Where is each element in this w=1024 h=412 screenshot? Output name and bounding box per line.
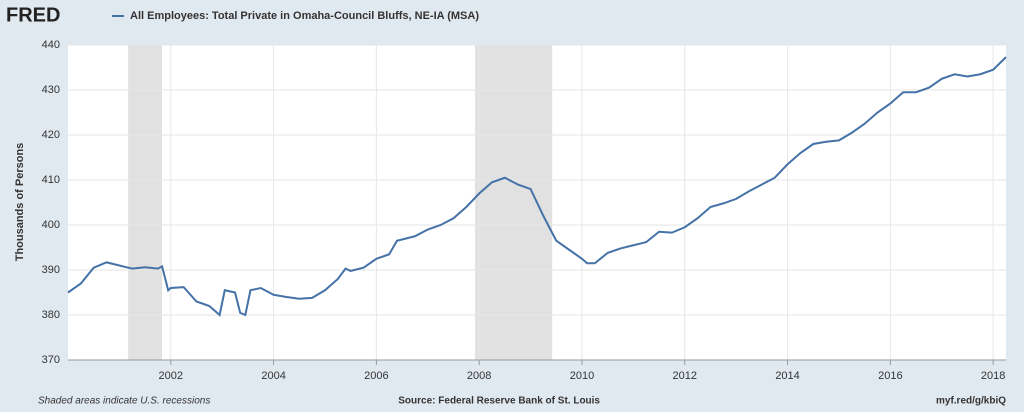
x-tick-label: 2008 xyxy=(467,370,491,382)
y-tick-label: 390 xyxy=(42,264,60,276)
x-tick-label: 2012 xyxy=(673,370,697,382)
logo: FRED xyxy=(6,4,60,26)
link[interactable]: myf.red/g/kbiQ xyxy=(936,396,1006,407)
y-tick-label: 440 xyxy=(42,39,60,51)
y-tick-label: 370 xyxy=(42,354,60,366)
data-line xyxy=(67,56,1007,317)
x-tick-label: 2014 xyxy=(775,370,799,382)
y-tick-label: 430 xyxy=(42,84,60,96)
x-tick-label: 2018 xyxy=(981,370,1005,382)
recession-note: Shaded areas indicate U.S. recessions xyxy=(38,396,210,407)
x-tick-label: 2010 xyxy=(570,370,594,382)
y-axis-label: Thousands of Persons xyxy=(14,143,26,262)
x-tick-label: 2006 xyxy=(364,370,388,382)
recession-shade xyxy=(475,45,553,360)
x-tick-label: 2016 xyxy=(878,370,902,382)
x-tick-label: 2004 xyxy=(261,370,285,382)
y-tick-label: 380 xyxy=(42,309,60,321)
y-tick-label: 410 xyxy=(42,174,60,186)
recession-shade xyxy=(128,45,163,360)
source: Source: Federal Reserve Bank of St. Loui… xyxy=(398,396,600,407)
x-tick-label: 2002 xyxy=(159,370,183,382)
chart-title: All Employees: Total Private in Omaha-Co… xyxy=(130,10,479,22)
y-tick-label: 420 xyxy=(42,129,60,141)
y-tick-label: 400 xyxy=(42,219,60,231)
